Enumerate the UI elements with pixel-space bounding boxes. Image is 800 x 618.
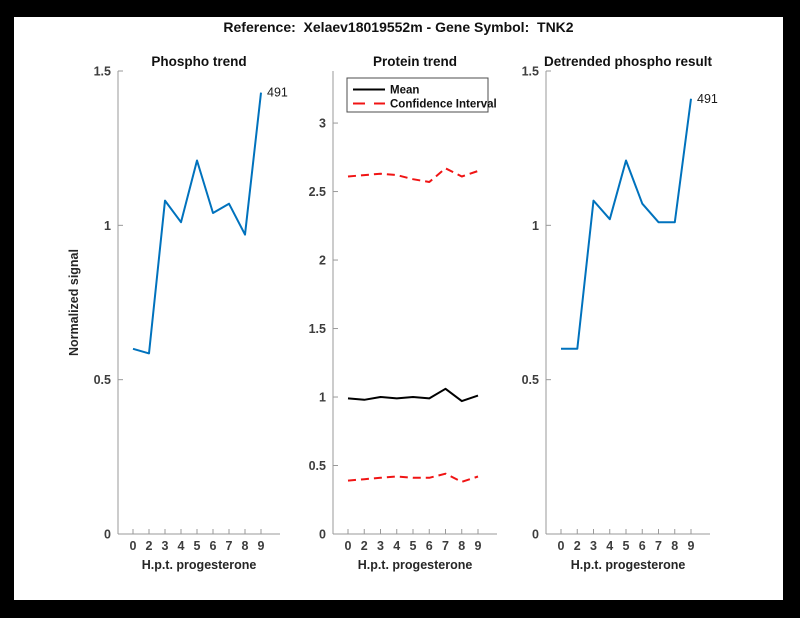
x-tick-label: 9 bbox=[688, 539, 695, 553]
y-tick-label: 0 bbox=[104, 528, 111, 542]
x-tick-label: 8 bbox=[242, 539, 249, 553]
x-tick-label: 0 bbox=[345, 539, 352, 553]
y-tick-label: 1 bbox=[532, 219, 539, 233]
ci-lower-line bbox=[347, 472, 479, 483]
x-tick-label: 6 bbox=[639, 539, 646, 553]
figure-title: Reference: Xelaev18019552m - Gene Symbol… bbox=[223, 19, 574, 35]
y-tick-label: 1.5 bbox=[94, 65, 111, 79]
legend-box bbox=[346, 77, 489, 113]
protein-trend-chart: 00.511.522.530 2 3 4 5 6 7 8 9H.p.t. progesteron… bbox=[309, 54, 497, 572]
x-tick-label: 6 bbox=[426, 539, 433, 553]
x-tick-label: 4 bbox=[178, 539, 185, 553]
x-tick-label: 9 bbox=[258, 539, 265, 553]
x-tick-label: 5 bbox=[410, 539, 417, 553]
figure-canvas: Reference: Xelaev18019552m - Gene Symbol… bbox=[14, 17, 783, 600]
legend-entry-label: Mean bbox=[390, 85, 419, 97]
chart-title: Detrended phospho result bbox=[544, 54, 713, 69]
x-tick-label: 5 bbox=[623, 539, 630, 553]
detrended-phospho-chart: 00.511.50 2 3 4 5 6 7 8 9H.p.t. progesteroneDetr… bbox=[522, 54, 718, 572]
y-tick-label: 2.5 bbox=[309, 185, 326, 199]
x-tick-label: 3 bbox=[590, 539, 597, 553]
x-tick-label: 8 bbox=[458, 539, 465, 553]
x-tick-label: 8 bbox=[671, 539, 678, 553]
phospho-trend-chart: 00.511.50 2 3 4 5 6 7 8 9H.p.t. progesteronePhos… bbox=[67, 54, 288, 572]
x-tick-label: 4 bbox=[393, 539, 400, 553]
detrended-signal-line bbox=[561, 98, 692, 350]
peak-annotation: 491 bbox=[697, 92, 718, 106]
x-tick-label: 9 bbox=[475, 539, 482, 553]
y-tick-label: 0.5 bbox=[94, 373, 111, 387]
x-tick-label: 4 bbox=[606, 539, 613, 553]
y-tick-label: 0 bbox=[532, 528, 539, 542]
x-tick-label: 0 bbox=[130, 539, 137, 553]
x-tick-label: 7 bbox=[226, 539, 233, 553]
x-tick-label: 3 bbox=[162, 539, 169, 553]
x-tick-label: 0 bbox=[558, 539, 565, 553]
phospho-signal-line bbox=[132, 92, 262, 355]
x-tick-label: 3 bbox=[377, 539, 384, 553]
chart-title: Protein trend bbox=[373, 54, 457, 69]
x-axis-label: H.p.t. progesterone bbox=[142, 558, 257, 572]
y-tick-label: 1.5 bbox=[309, 322, 326, 336]
x-tick-label: 7 bbox=[442, 539, 449, 553]
x-axis-label: H.p.t. progesterone bbox=[571, 558, 686, 572]
chart-title: Phospho trend bbox=[151, 54, 246, 69]
x-tick-label: 2 bbox=[361, 539, 368, 553]
y-tick-label: 2 bbox=[319, 254, 326, 268]
y-tick-label: 3 bbox=[319, 117, 326, 131]
legend-entry-label: Confidence Interval bbox=[390, 99, 497, 111]
y-tick-label: 0 bbox=[319, 528, 326, 542]
y-tick-label: 1 bbox=[104, 219, 111, 233]
y-tick-label: 1.5 bbox=[522, 65, 539, 79]
y-tick-label: 0.5 bbox=[522, 373, 539, 387]
x-axis-label: H.p.t. progesterone bbox=[358, 558, 473, 572]
mean-line bbox=[347, 387, 479, 403]
x-tick-label: 7 bbox=[655, 539, 662, 553]
x-tick-label: 2 bbox=[574, 539, 581, 553]
y-axis-label: Normalized signal bbox=[67, 249, 81, 356]
x-tick-label: 5 bbox=[194, 539, 201, 553]
y-tick-label: 1 bbox=[319, 391, 326, 405]
x-tick-label: 2 bbox=[146, 539, 153, 553]
peak-annotation: 491 bbox=[267, 86, 288, 100]
y-tick-label: 0.5 bbox=[309, 459, 326, 473]
x-tick-label: 6 bbox=[210, 539, 217, 553]
ci-upper-line bbox=[347, 167, 479, 183]
